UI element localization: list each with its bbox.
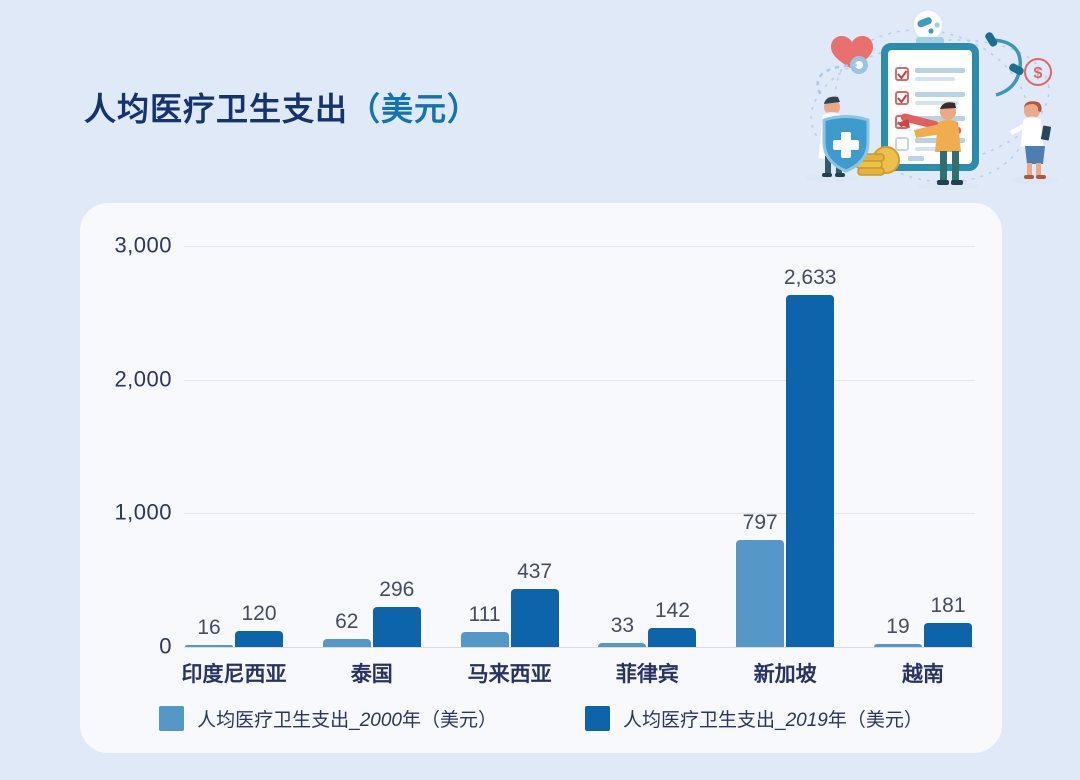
category-label: 越南 [901,663,944,686]
stethoscope-icon [816,32,1024,97]
bar[interactable]: 437 [510,560,559,647]
legend-item[interactable]: 人均医疗卫生支出_2019年（美元） [585,705,923,732]
y-axis-tick-label: 2,000 [114,366,172,392]
page-title-main: 人均医疗卫生支出 [84,91,349,127]
legend-swatch [585,706,610,731]
bar-value-label: 120 [241,601,277,625]
svg-text:$: $ [1034,65,1043,82]
bar-group: 16 120 印度尼西亚 [182,246,287,686]
bar-group: 33 142 菲律宾 [598,246,697,686]
bar[interactable]: 16 [185,616,233,647]
page-title: 人均医疗卫生支出（美元） [84,84,480,130]
bar[interactable]: 111 [460,603,509,647]
chart-card: 3,000 2,000 1,000 0 16 120 印度尼西亚 62 296 泰国 111 437… [80,203,1002,753]
bar-group: 797 2,633 新加坡 [736,246,836,686]
bar-value-label: 296 [379,578,415,602]
page-title-unit: （美元） [348,91,481,127]
bar-groups: 16 120 印度尼西亚 62 296 泰国 111 437 马来西亚 33 142 菲律宾 797 2,… [182,246,972,686]
bar-value-label: 142 [654,599,690,623]
legend-label: 人均医疗卫生支出_2000年（美元） [197,710,497,731]
bar[interactable]: 62 [322,610,371,647]
bar-group: 19 181 越南 [873,246,972,686]
category-label: 印度尼西亚 [181,663,287,686]
bar-value-label: 62 [335,609,359,633]
dollar-icon: $ [1024,58,1052,86]
category-label: 泰国 [350,663,393,686]
gridline [184,513,975,515]
bar-value-label: 2,633 [783,266,837,290]
pills-icon [912,9,944,41]
legend-label: 人均医疗卫生支出_2019年（美元） [623,710,923,731]
shield-icon [822,115,870,173]
gridline [184,647,975,648]
y-axis-tick-label: 3,000 [114,232,172,258]
bar-value-label: 33 [610,613,635,637]
bar[interactable]: 296 [372,578,421,647]
bar-value-label: 181 [930,593,966,617]
bar-value-label: 19 [886,615,910,639]
bar[interactable]: 181 [923,594,972,647]
gridline [184,246,975,247]
legend-swatch [159,706,185,731]
category-label: 菲律宾 [615,663,679,686]
bar-value-label: 16 [197,615,221,639]
bar[interactable]: 142 [648,599,697,647]
y-axis-tick-label: 1,000 [114,499,172,525]
legend-item[interactable]: 人均医疗卫生支出_2000年（美元） [159,705,497,732]
gridline [184,379,975,381]
category-label: 马来西亚 [467,663,552,686]
category-label: 新加坡 [753,663,817,686]
bar-value-label: 437 [517,559,553,583]
bar[interactable]: 797 [736,511,785,647]
y-axis-tick-label: 0 [159,633,172,659]
bar[interactable]: 120 [235,602,283,647]
nurse-figure [1010,101,1058,184]
bar[interactable]: 19 [873,615,922,647]
bar-value-label: 111 [468,603,501,627]
patient-figure [896,102,978,190]
legend: 人均医疗卫生支出_2000年（美元） 人均医疗卫生支出_2019年（美元） [80,705,1002,732]
bar-group: 111 437 马来西亚 [460,246,559,686]
bar-value-label: 797 [742,511,778,535]
medical-illustration: $ [806,9,1058,190]
bar[interactable]: 33 [598,614,647,647]
bar[interactable]: 2,633 [784,266,836,647]
bar-group: 62 296 泰国 [322,246,421,686]
